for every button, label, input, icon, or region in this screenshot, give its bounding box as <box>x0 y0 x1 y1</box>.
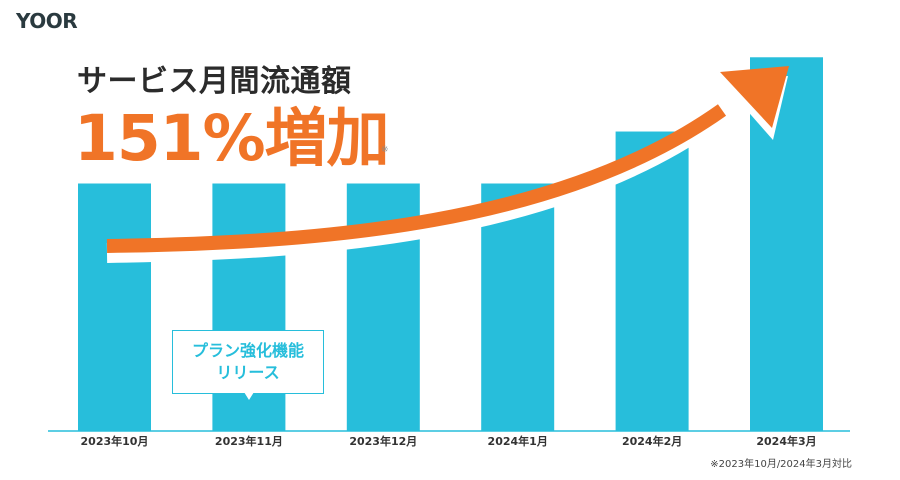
release-callout: プラン強化機能 リリース <box>172 330 324 394</box>
arrow-head <box>720 66 789 128</box>
x-tick-label: 2023年10月 <box>81 434 149 448</box>
x-tick-label: 2024年3月 <box>756 434 816 448</box>
footnote: ※2023年10月/2024年3月対比 <box>710 459 852 470</box>
growth-arrow <box>106 66 789 263</box>
bar-5 <box>615 131 689 431</box>
x-tick-labels: 2023年10月 2023年11月 2023年12月 2024年1月 2024年2月 20… <box>81 434 817 448</box>
headline-highlight: 151%増加 <box>74 102 390 175</box>
x-tick-label: 2024年1月 <box>488 434 548 448</box>
x-tick-label: 2024年2月 <box>622 434 682 448</box>
bar-1 <box>78 183 151 431</box>
callout-line-1: プラン強化機能 <box>191 341 304 360</box>
x-tick-label: 2023年11月 <box>215 434 283 448</box>
bar-4 <box>481 183 555 431</box>
callout-line-2: リリース <box>216 363 280 382</box>
headline-note-mark: ※ <box>381 145 389 155</box>
x-tick-label: 2023年12月 <box>349 434 417 448</box>
headline-title: サービス月間流通額 <box>77 64 352 99</box>
callout-tail <box>244 392 254 400</box>
brand-logo: YOOR <box>16 9 78 33</box>
arrow-shaft <box>106 104 727 253</box>
